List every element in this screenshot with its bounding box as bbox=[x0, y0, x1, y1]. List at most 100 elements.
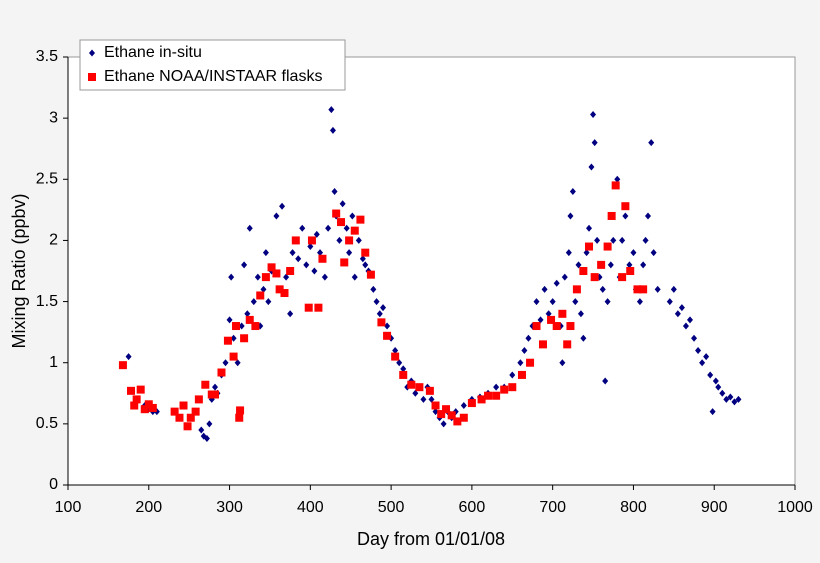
flask-point bbox=[175, 413, 184, 422]
in-situ-point bbox=[250, 298, 257, 306]
in-situ-point bbox=[545, 310, 552, 318]
in-situ-point bbox=[674, 310, 681, 318]
in-situ-point bbox=[678, 304, 685, 312]
in-situ-point bbox=[561, 273, 568, 281]
flask-point bbox=[223, 336, 232, 345]
in-situ-point bbox=[614, 175, 621, 183]
in-situ-point bbox=[287, 310, 294, 318]
in-situ-point bbox=[727, 393, 734, 401]
flask-point bbox=[170, 407, 179, 416]
in-situ-point bbox=[380, 304, 387, 312]
in-situ-point bbox=[703, 353, 710, 361]
in-situ-point bbox=[682, 322, 689, 330]
in-situ-point bbox=[648, 139, 655, 147]
in-situ-point bbox=[246, 224, 253, 232]
legend-label: Ethane NOAA/INSTAAR flasks bbox=[104, 68, 322, 85]
x-tick-label: 300 bbox=[216, 499, 243, 516]
flask-point bbox=[447, 411, 456, 420]
legend-label: Ethane in-situ bbox=[104, 44, 202, 61]
in-situ-point bbox=[125, 353, 132, 361]
in-situ-point bbox=[373, 298, 380, 306]
x-tick-label: 900 bbox=[701, 499, 728, 516]
flask-point bbox=[633, 285, 642, 294]
in-situ-point bbox=[265, 298, 272, 306]
flask-point bbox=[261, 273, 270, 282]
flask-point bbox=[563, 340, 572, 349]
in-situ-point bbox=[370, 285, 377, 293]
in-situ-point bbox=[279, 202, 286, 210]
in-situ-point bbox=[590, 110, 597, 118]
in-situ-point bbox=[262, 249, 269, 257]
in-situ-point bbox=[313, 230, 320, 238]
in-situ-point bbox=[493, 383, 500, 391]
flask-point bbox=[585, 242, 594, 251]
flask-point bbox=[267, 263, 276, 272]
in-situ-point bbox=[670, 285, 677, 293]
flask-point bbox=[597, 260, 606, 269]
in-situ-point bbox=[619, 236, 626, 244]
flask-point bbox=[467, 399, 476, 408]
flask-point bbox=[618, 273, 627, 282]
flask-point bbox=[136, 385, 145, 394]
flask-point bbox=[442, 405, 451, 414]
flask-point bbox=[307, 236, 316, 245]
y-axis-label: Mixing Ratio (ppbv) bbox=[9, 193, 29, 348]
in-situ-point bbox=[396, 359, 403, 367]
flask-point bbox=[345, 236, 354, 245]
in-situ-point bbox=[376, 310, 383, 318]
in-situ-point bbox=[198, 426, 205, 434]
flask-point bbox=[547, 315, 556, 324]
in-situ-point bbox=[723, 395, 730, 403]
flask-point bbox=[558, 309, 567, 318]
flask-point bbox=[607, 211, 616, 220]
flask-point bbox=[183, 422, 192, 431]
flask-point bbox=[232, 322, 241, 331]
flask-point bbox=[217, 368, 226, 377]
flask-point bbox=[304, 303, 313, 312]
flask-point bbox=[144, 400, 153, 409]
in-situ-point bbox=[362, 261, 369, 269]
flask-point bbox=[194, 395, 203, 404]
y-tick-label: 3.5 bbox=[36, 48, 58, 65]
in-situ-point bbox=[420, 395, 427, 403]
in-situ-point bbox=[283, 273, 290, 281]
in-situ-point bbox=[460, 402, 467, 410]
flask-point bbox=[286, 267, 295, 275]
x-axis-label: Day from 01/01/08 bbox=[357, 529, 505, 549]
flask-point bbox=[532, 322, 541, 331]
flask-point bbox=[484, 391, 493, 400]
flask-point bbox=[272, 269, 281, 278]
flask-point bbox=[361, 248, 370, 257]
flask-point bbox=[415, 383, 424, 392]
flask-point bbox=[251, 322, 260, 331]
in-situ-point bbox=[307, 243, 314, 251]
flask-point bbox=[356, 215, 365, 224]
in-situ-point bbox=[644, 212, 651, 220]
in-situ-point bbox=[588, 163, 595, 171]
y-tick-label: 0.5 bbox=[36, 415, 58, 432]
in-situ-point bbox=[586, 224, 593, 232]
flask-point bbox=[603, 242, 612, 251]
in-situ-point bbox=[349, 212, 356, 220]
in-situ-point bbox=[525, 334, 532, 342]
x-tick-label: 500 bbox=[378, 499, 405, 516]
in-situ-point bbox=[400, 365, 407, 373]
in-situ-point bbox=[666, 298, 673, 306]
in-situ-point bbox=[654, 285, 661, 293]
in-situ-point bbox=[626, 261, 633, 269]
in-situ-point bbox=[549, 298, 556, 306]
in-situ-point bbox=[577, 310, 584, 318]
flask-point bbox=[236, 406, 245, 415]
in-situ-point bbox=[517, 359, 524, 367]
flask-point bbox=[399, 370, 408, 379]
flask-point bbox=[453, 417, 462, 426]
in-situ-point bbox=[226, 316, 233, 324]
in-situ-point bbox=[602, 377, 609, 385]
flask-point bbox=[552, 322, 561, 331]
in-situ-point bbox=[303, 261, 310, 269]
y-tick-label: 2.5 bbox=[36, 171, 58, 188]
in-situ-point bbox=[553, 279, 560, 287]
in-situ-point bbox=[712, 377, 719, 385]
in-situ-point bbox=[331, 188, 338, 196]
